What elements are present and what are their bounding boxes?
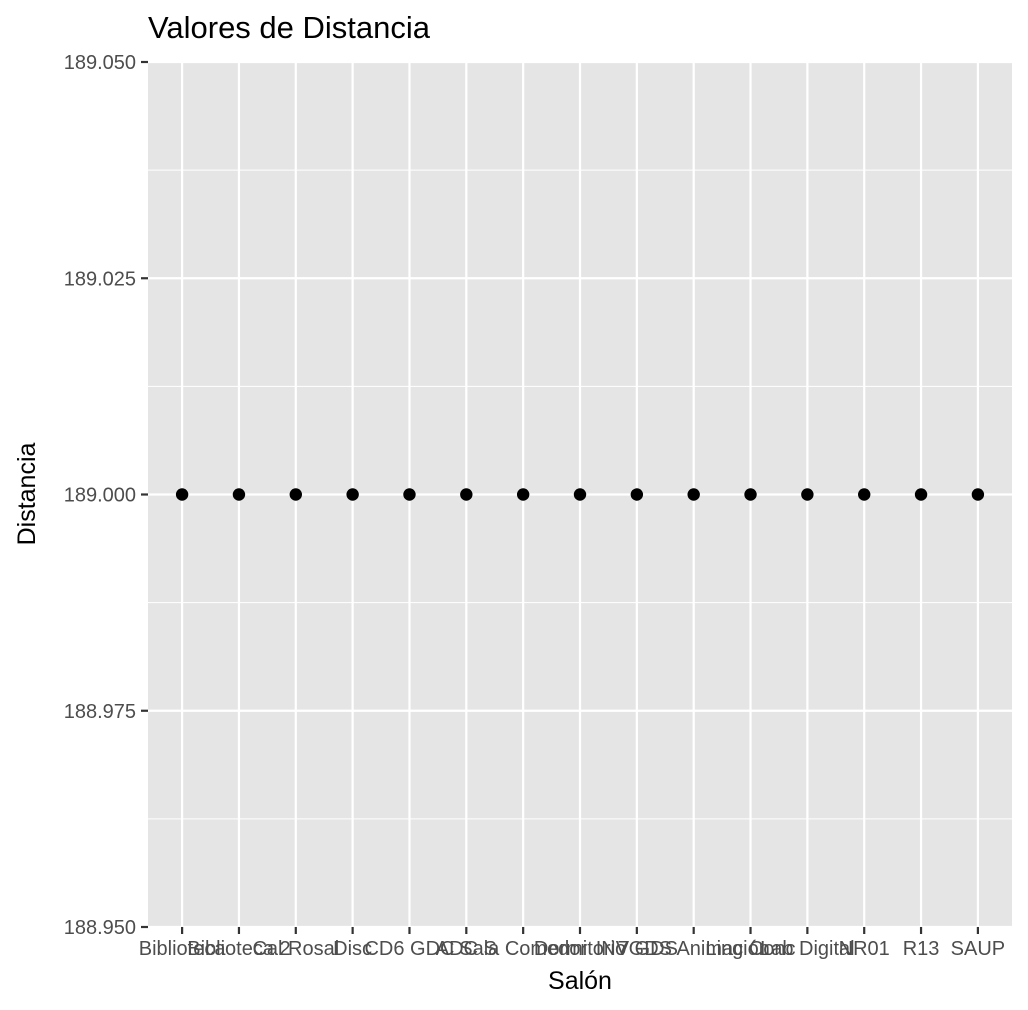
data-point [346,488,359,501]
x-tick-label: Disc [333,938,372,960]
y-axis: 188.950 188.975 189.000 189.025 189.050 [64,52,148,939]
data-points [175,488,985,501]
x-tick-label: Cal Rosal [252,938,339,960]
data-point [630,488,644,501]
x-tick-label: Lab Digital [760,938,855,960]
data-point [687,488,700,501]
x-tick-label: NR01 [839,938,890,960]
x-axis-title: Salón [548,967,612,995]
data-point [460,488,473,501]
y-tick-label: 188.975 [64,701,136,723]
data-point [403,488,416,501]
y-tick-label: 189.050 [64,52,136,74]
y-tick-label: 189.025 [64,268,136,290]
x-tick-label: Sala Comedor [459,938,587,960]
data-point [232,488,246,501]
data-point [516,488,530,501]
x-tick-label: Dormitorio [534,938,626,960]
x-tick-label: Biblioteca 2 [187,938,290,960]
y-tick-label: 188.950 [64,917,136,939]
data-point [801,488,814,501]
x-tick-label: R13 [903,938,940,960]
data-point [744,488,757,501]
data-point [858,488,871,501]
y-tick-label: 189.000 [64,485,136,507]
data-point [573,488,587,501]
x-tick-label: CD6 GDC [364,938,454,960]
data-point [289,488,302,501]
x-tick-label: ADC S [436,938,497,960]
data-point [175,488,189,501]
x-tick-label: Biblioteca [139,938,227,960]
data-point [914,488,928,501]
x-tick-label: 7GDS Animación [618,938,770,960]
x-tick-label: SAUP [951,938,1005,960]
x-tick-label: INV GDS [596,938,678,960]
x-tick-label: Ling Conc [705,938,795,960]
chart-title: Valores de Distancia [148,10,431,45]
data-point [971,488,985,501]
y-axis-title: Distancia [13,442,41,545]
